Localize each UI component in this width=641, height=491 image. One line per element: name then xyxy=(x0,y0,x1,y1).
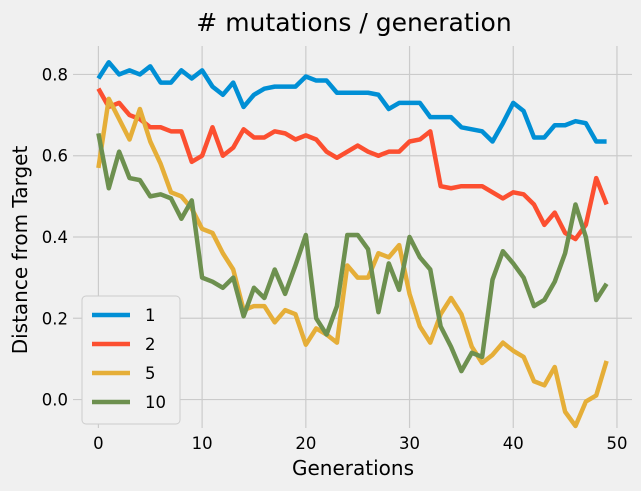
x-tick-label: 40 xyxy=(503,434,524,453)
legend: 1 2 5 10 xyxy=(81,295,181,425)
x-tick-label: 30 xyxy=(399,434,420,453)
series-line-1 xyxy=(96,60,607,144)
x-tick-label: 20 xyxy=(295,434,316,453)
y-tick-label: 0.6 xyxy=(42,147,68,166)
x-axis-label: Generations xyxy=(292,456,414,480)
series-line-2 xyxy=(96,87,609,242)
legend-label: 2 xyxy=(145,335,156,354)
y-tick-label: 0.8 xyxy=(42,65,68,84)
y-tick-label: 0.2 xyxy=(42,309,68,328)
series-lines xyxy=(96,60,609,429)
legend-items: 1 2 5 10 xyxy=(92,306,166,412)
x-tick-label: 0 xyxy=(93,434,104,453)
legend-label: 10 xyxy=(145,393,166,412)
legend-label: 1 xyxy=(145,306,156,325)
legend-box xyxy=(81,295,181,425)
y-axis-label: Distance from Target xyxy=(8,146,32,355)
y-tick-label: 0.4 xyxy=(42,228,68,247)
x-tick-label: 10 xyxy=(192,434,213,453)
x-tick-label: 50 xyxy=(606,434,627,453)
series-line-5 xyxy=(96,96,609,429)
series-line-10 xyxy=(96,132,609,374)
legend-label: 5 xyxy=(145,364,156,383)
tick-labels: 0 10 20 30 40 50 0.0 0.2 0.4 0.6 0.8 xyxy=(42,65,628,453)
y-tick-label: 0.0 xyxy=(42,391,68,410)
chart-title: # mutations / generation xyxy=(196,8,511,37)
